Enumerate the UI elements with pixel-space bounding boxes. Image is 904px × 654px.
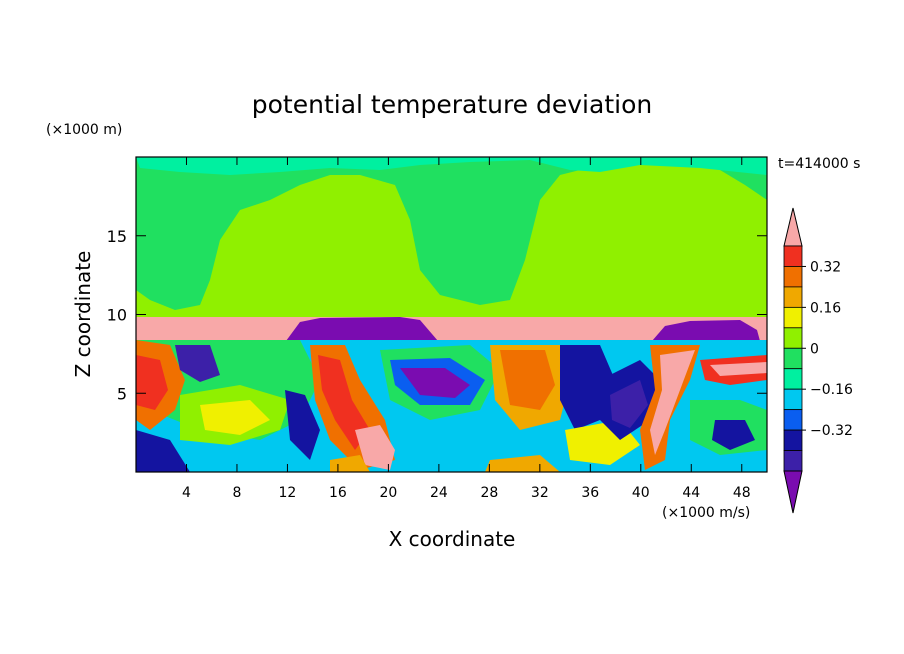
lower-patch	[330, 455, 370, 472]
colorbar-box	[783, 245, 803, 267]
y-tick-label: 5	[117, 384, 127, 403]
lower-patch	[712, 420, 755, 450]
x-tick-label: 16	[329, 485, 347, 501]
colorbar-box	[783, 409, 803, 431]
lower-patch	[610, 380, 648, 428]
colorbar-box	[783, 429, 803, 451]
lower-patch	[485, 455, 560, 472]
x-axis: 4 8 12 16 20 24 28 32 36 40 44 48	[182, 157, 751, 501]
lower-patch	[285, 390, 320, 460]
colorbar-tick-label: 0.16	[810, 300, 841, 316]
colorbar-box	[783, 368, 803, 390]
cold-cap-2	[652, 320, 760, 341]
colorbar-box	[783, 327, 803, 349]
lower-patch	[318, 355, 370, 450]
colorbar-extend-min	[783, 470, 803, 514]
lower-patch	[175, 345, 220, 382]
time-label: t=414000 s	[778, 156, 860, 172]
x-tick-label: 12	[279, 485, 297, 501]
x-tick-label: 28	[480, 485, 498, 501]
colorbar-box	[783, 266, 803, 288]
upper-layer-patch	[136, 157, 767, 175]
colorbar-tick-label: 0	[810, 341, 819, 357]
colorbar: 0.32 0.16 0 −0.16 −0.32	[783, 207, 853, 514]
colorbar-box	[783, 306, 803, 329]
x-tick-label: 44	[682, 485, 700, 501]
upper-layer-patch	[136, 157, 767, 310]
upper-layer-patch	[240, 250, 390, 305]
colorbar-box	[783, 388, 803, 411]
x-unit-label: (×1000 m/s)	[662, 505, 750, 521]
colorbar-extend-max	[783, 207, 803, 247]
cold-cap-1	[286, 317, 438, 341]
lower-patch	[400, 368, 470, 398]
colorbar-box	[783, 286, 803, 308]
upper-layer-patch	[570, 190, 730, 300]
y-tick-label: 10	[107, 306, 127, 325]
x-tick-label: 4	[182, 485, 191, 501]
colorbar-tick-label: −0.16	[810, 382, 853, 398]
colorbar-tick-label: −0.32	[810, 423, 853, 439]
y-unit-label: (×1000 m)	[46, 122, 122, 138]
y-axis: 5 10 15	[107, 227, 767, 403]
x-axis-label: X coordinate	[389, 527, 516, 551]
colorbar-tick-label: 0.32	[810, 259, 841, 275]
lower-patch	[200, 400, 270, 435]
plot-area	[136, 157, 767, 472]
lower-patch	[355, 425, 395, 470]
colorbar-box	[783, 450, 803, 472]
y-axis-label: Z coordinate	[71, 251, 95, 378]
x-tick-label: 24	[430, 485, 448, 501]
x-tick-label: 20	[379, 485, 397, 501]
x-tick-label: 40	[632, 485, 650, 501]
x-tick-label: 32	[531, 485, 549, 501]
lower-patch	[136, 355, 168, 410]
x-tick-label: 36	[581, 485, 599, 501]
lower-patch	[650, 350, 695, 455]
x-tick-label: 8	[232, 485, 241, 501]
lower-patch	[136, 430, 190, 472]
colorbar-box	[783, 347, 803, 370]
chart-title: potential temperature deviation	[252, 90, 652, 119]
y-tick-label: 15	[107, 227, 127, 246]
x-tick-label: 48	[733, 485, 751, 501]
lower-patch	[710, 362, 767, 376]
lower-patch	[500, 350, 555, 410]
